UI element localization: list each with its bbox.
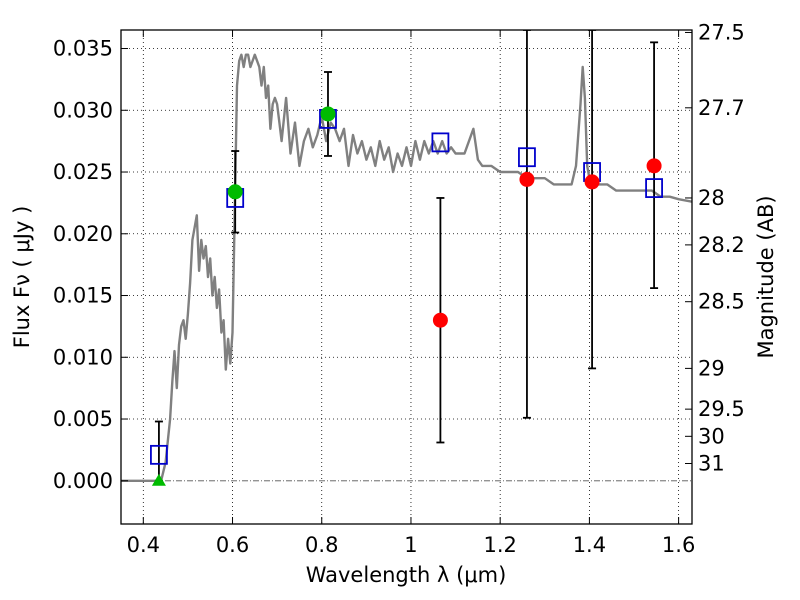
x-tick-label: 1.2 (483, 533, 516, 557)
y-tick-label: 0.015 (53, 284, 113, 308)
y-tick-label: 0.035 (53, 37, 113, 61)
model-flux-square (431, 132, 450, 153)
right-tick-label: 27.7 (698, 96, 745, 120)
model-sed (121, 53, 692, 482)
x-tick-label: 0.6 (216, 533, 249, 557)
x-tick-labels: 0.4 0.6 0.8 1 1.2 1.4 1.6 (127, 533, 696, 557)
observed-point-green (227, 184, 243, 200)
y-tick-label: 0.020 (53, 222, 113, 246)
x-tick-label: 0.4 (127, 533, 160, 557)
right-tick-label: 29.5 (698, 397, 745, 421)
ticks (121, 30, 692, 524)
y-tick-label: 0.000 (53, 469, 113, 493)
model-flux-square (645, 178, 663, 198)
model-flux-square (150, 444, 168, 465)
right-tick-label: 30 (698, 424, 725, 448)
observed-point-red (519, 171, 535, 187)
right-tick-labels: 27.5 27.7 28 28.2 28.5 29 29.5 30 31 (698, 20, 745, 475)
sed-curve (121, 53, 692, 482)
right-tick-label: 28.5 (698, 290, 745, 314)
right-tick-label: 28 (698, 186, 725, 210)
y-tick-label: 0.010 (53, 345, 113, 369)
right-tick-label: 31 (698, 451, 725, 475)
x-axis-label: Wavelength λ (μm) (306, 563, 507, 587)
x-tick-label: 1.4 (573, 533, 606, 557)
y-tick-label: 0.030 (53, 98, 113, 122)
y-tick-labels: 0.000 0.005 0.010 0.015 0.020 0.025 0.030 0.035 (53, 37, 113, 493)
markers (150, 106, 663, 486)
y-tick-label: 0.025 (53, 160, 113, 184)
observed-point-green (320, 106, 336, 122)
upper-limit-triangle (151, 473, 166, 486)
error-bars (154, 30, 659, 482)
observed-point-red (584, 174, 600, 190)
right-tick-label: 28.2 (698, 233, 745, 257)
grid (121, 30, 692, 524)
right-tick-label: 29 (698, 356, 725, 380)
observed-point-red (432, 312, 448, 328)
observed-point-red (646, 158, 662, 174)
model-flux-square (518, 147, 536, 168)
right-tick-label: 27.5 (698, 20, 745, 44)
x-tick-label: 0.8 (305, 533, 338, 557)
right-axis-label: Magnitude (AB) (754, 195, 778, 358)
x-tick-label: 1 (404, 533, 417, 557)
x-tick-label: 1.6 (662, 533, 695, 557)
y-tick-label: 0.005 (53, 407, 113, 431)
plot-frame (120, 29, 693, 525)
y-axis-label: Flux Fν ( μJy ) (10, 206, 34, 349)
